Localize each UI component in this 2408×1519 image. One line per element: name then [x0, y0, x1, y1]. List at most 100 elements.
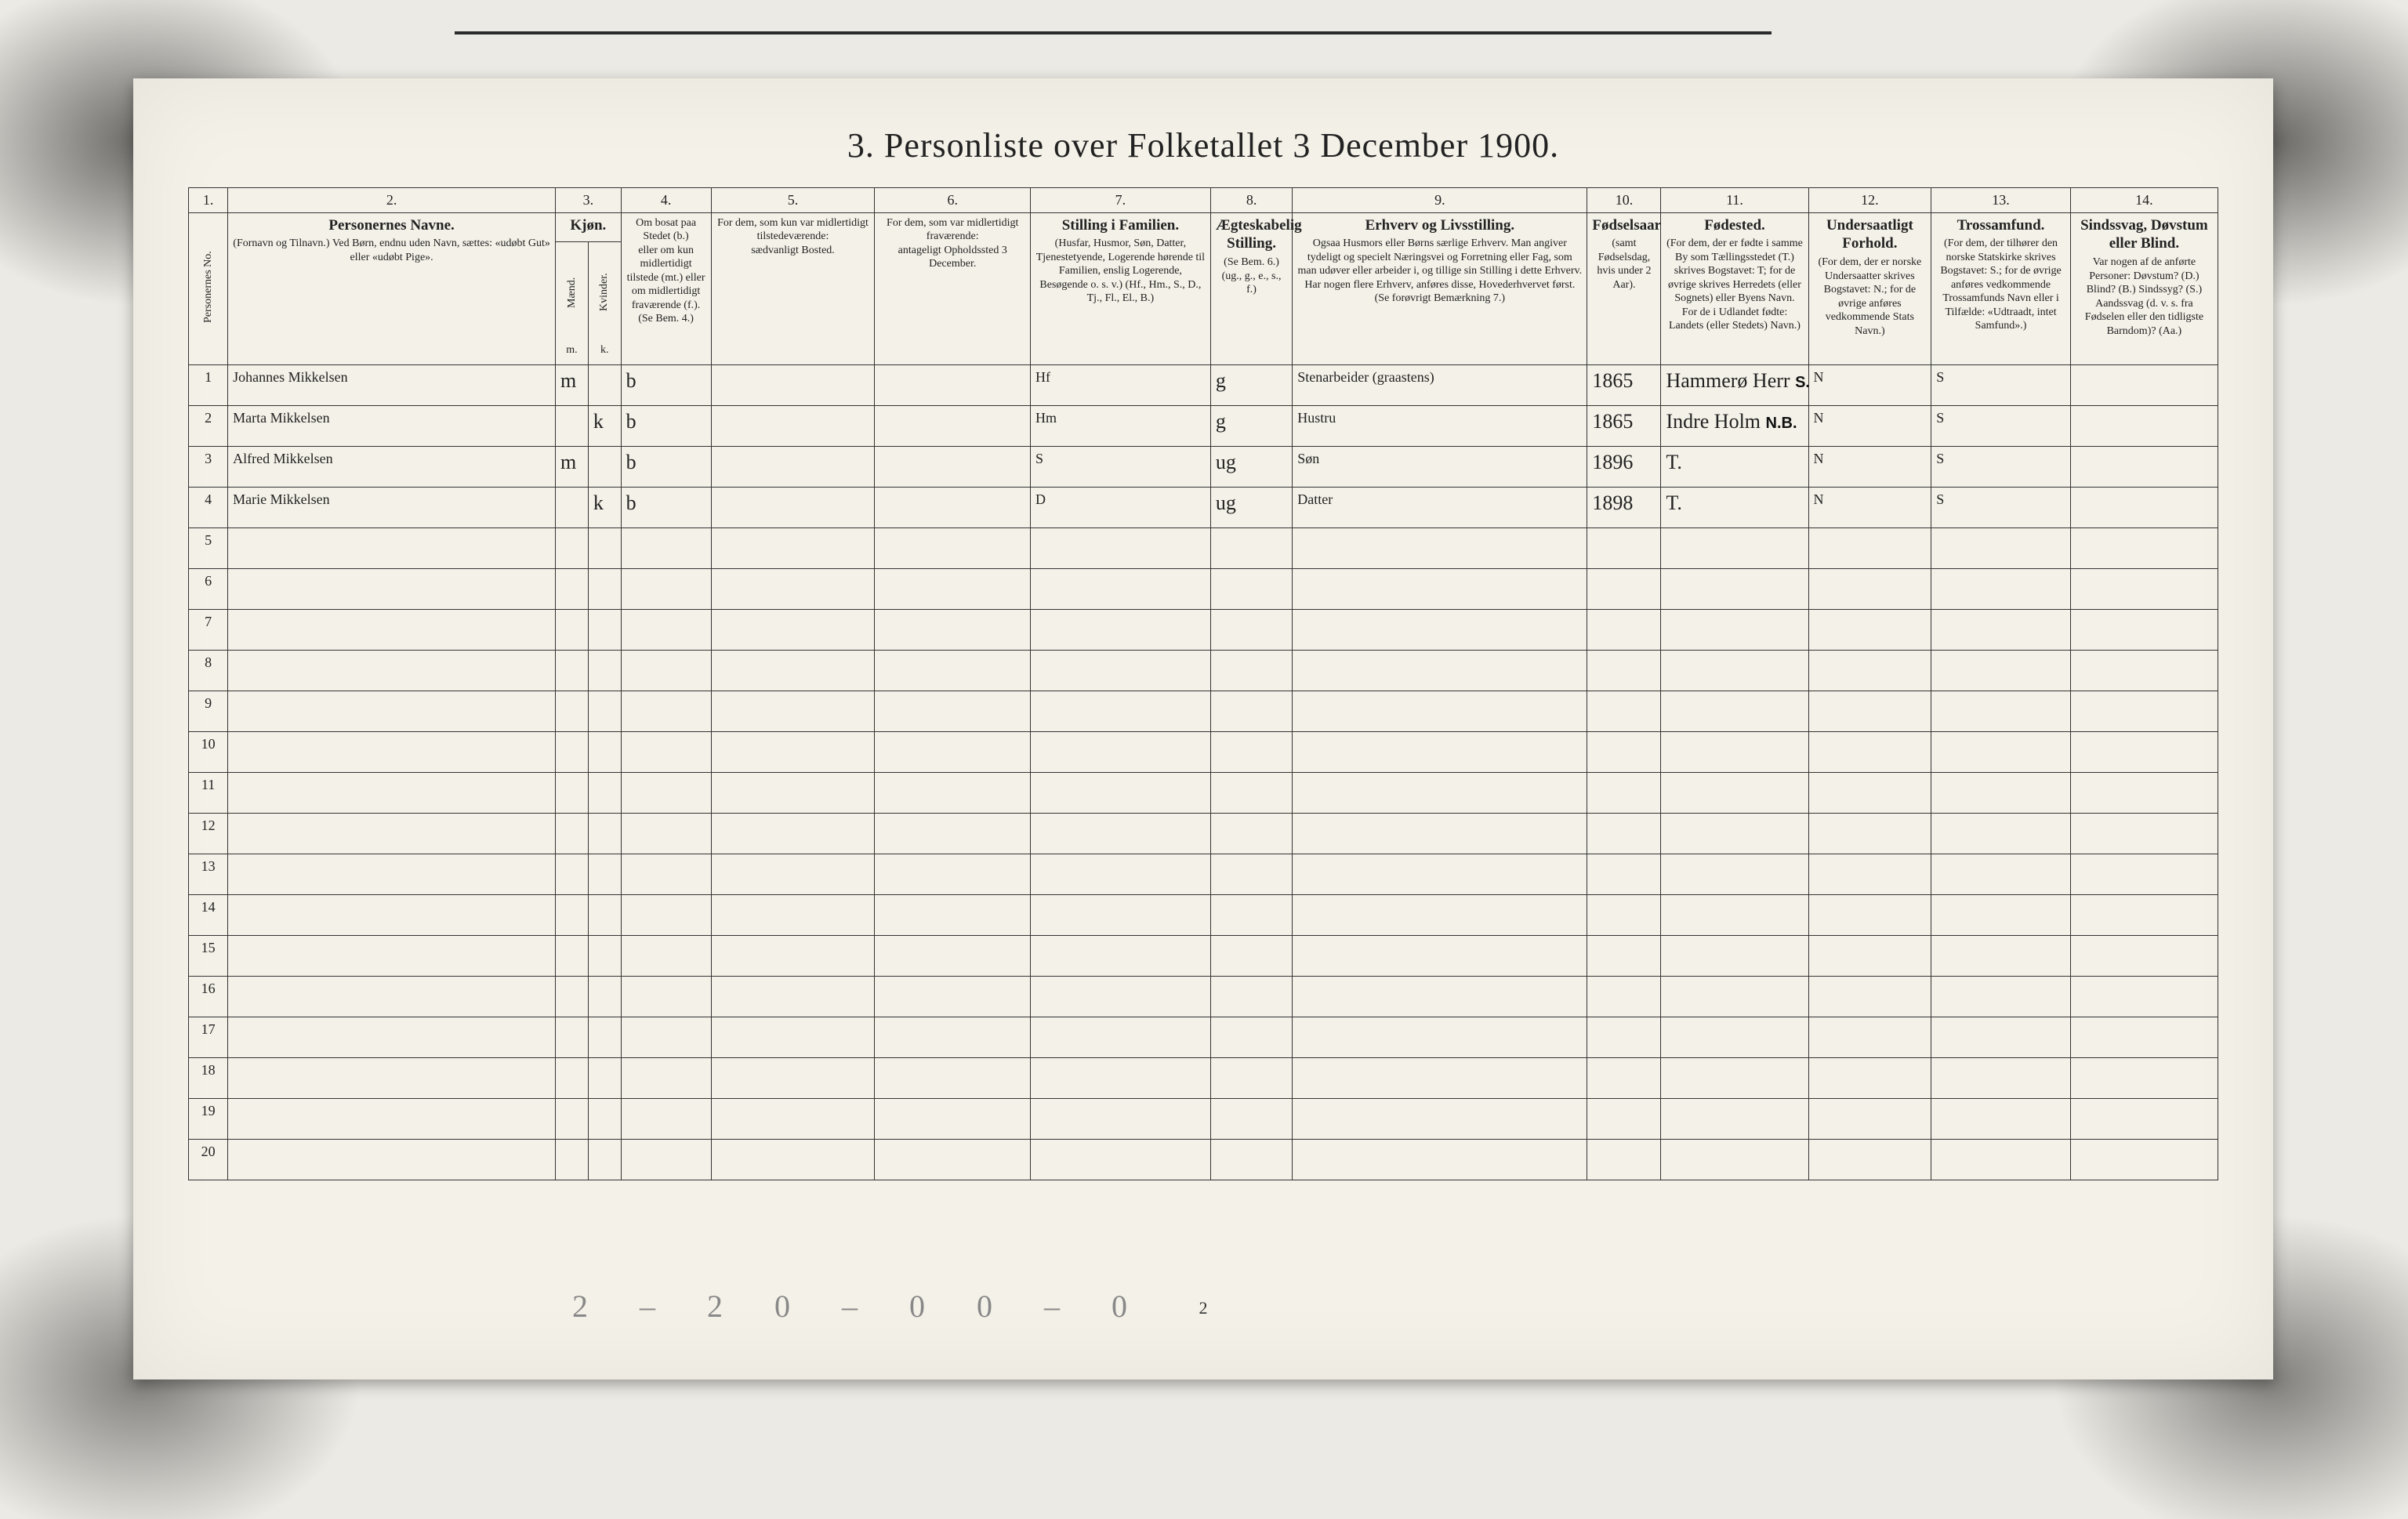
cell-empty	[2070, 1058, 2218, 1099]
cell-empty	[1931, 651, 2071, 691]
cell-empty	[621, 977, 711, 1017]
table-row-empty: 7	[189, 610, 2218, 651]
cell-empty	[228, 1017, 556, 1058]
cell-empty	[1210, 651, 1292, 691]
cell-empty	[1587, 1017, 1661, 1058]
cell-empty	[1030, 814, 1210, 854]
cell-empty	[1931, 610, 2071, 651]
cell-empty	[228, 854, 556, 895]
cell-empty	[1293, 610, 1587, 651]
cell-empty	[621, 732, 711, 773]
cell-empty	[228, 1140, 556, 1180]
colnum-12: 12.	[1808, 188, 1931, 213]
cell-empty	[228, 569, 556, 610]
cell-empty	[228, 936, 556, 977]
cell-empty	[711, 1017, 875, 1058]
cell-empty	[228, 732, 556, 773]
cell-empty	[1661, 691, 1808, 732]
cell-empty	[711, 1058, 875, 1099]
cell-no: 12	[189, 814, 228, 854]
hdr-9: Erhverv og Livsstilling. Ogsaa Husmors e…	[1293, 212, 1587, 365]
hdr-bosat: Om bosat paa Stedet (b.) eller om kun mi…	[621, 212, 711, 365]
column-number-row: 1. 2. 3. 4. 5. 6. 7. 8. 9. 10. 11. 12. 1…	[189, 188, 2218, 213]
cell-empty	[1293, 651, 1587, 691]
cell-m: m	[556, 365, 589, 406]
cell-12: N	[1808, 488, 1931, 528]
cell-empty	[1808, 651, 1931, 691]
cell-empty	[588, 610, 621, 651]
colnum-9: 9.	[1293, 188, 1587, 213]
cell-empty	[556, 854, 589, 895]
cell-m: m	[556, 447, 589, 488]
cell-empty	[1931, 977, 2071, 1017]
cell-empty	[1210, 977, 1292, 1017]
cell-empty	[1808, 528, 1931, 569]
cell-empty	[228, 691, 556, 732]
cell-empty	[711, 732, 875, 773]
cell-empty	[875, 651, 1031, 691]
cell-empty	[711, 854, 875, 895]
cell-empty	[556, 895, 589, 936]
cell-empty	[1587, 1099, 1661, 1140]
cell-empty	[875, 814, 1031, 854]
cell-empty	[1293, 569, 1587, 610]
cell-11: T.	[1661, 488, 1808, 528]
cell-no: 8	[189, 651, 228, 691]
table-row-empty: 11	[189, 773, 2218, 814]
table-row-empty: 12	[189, 814, 2218, 854]
cell-empty	[875, 895, 1031, 936]
cell-10: 1865	[1587, 406, 1661, 447]
colnum-3: 3.	[556, 188, 622, 213]
cell-no: 20	[189, 1140, 228, 1180]
cell-empty	[556, 691, 589, 732]
cell-empty	[1030, 1099, 1210, 1140]
cell-empty	[1293, 1017, 1587, 1058]
cell-no: 14	[189, 895, 228, 936]
cell-14	[2070, 406, 2218, 447]
cell-empty	[588, 651, 621, 691]
cell-empty	[621, 895, 711, 936]
cell-empty	[1030, 732, 1210, 773]
cell-empty	[711, 1140, 875, 1180]
cell-6	[875, 447, 1031, 488]
hdr-11: Fødested. (For dem, der er fødte i samme…	[1661, 212, 1808, 365]
cell-empty	[621, 1058, 711, 1099]
cell-empty	[1808, 691, 1931, 732]
cell-13: S	[1931, 365, 2071, 406]
cell-empty	[1587, 528, 1661, 569]
cell-empty	[1931, 1058, 2071, 1099]
cell-empty	[228, 773, 556, 814]
cell-no: 13	[189, 854, 228, 895]
census-table: 1. 2. 3. 4. 5. 6. 7. 8. 9. 10. 11. 12. 1…	[188, 187, 2218, 1180]
cell-14	[2070, 365, 2218, 406]
cell-empty	[711, 569, 875, 610]
table-row-empty: 8	[189, 651, 2218, 691]
table-row-empty: 6	[189, 569, 2218, 610]
cell-6	[875, 488, 1031, 528]
cell-empty	[228, 977, 556, 1017]
cell-10: 1865	[1587, 365, 1661, 406]
colnum-2: 2.	[228, 188, 556, 213]
cell-empty	[875, 528, 1031, 569]
cell-empty	[711, 610, 875, 651]
cell-empty	[621, 1099, 711, 1140]
table-row-empty: 16	[189, 977, 2218, 1017]
cell-empty	[1587, 854, 1661, 895]
cell-empty	[588, 1058, 621, 1099]
cell-9: Hustru	[1293, 406, 1587, 447]
cell-no: 5	[189, 528, 228, 569]
cell-empty	[621, 1140, 711, 1180]
cell-no: 18	[189, 1058, 228, 1099]
cell-empty	[1587, 732, 1661, 773]
cell-14	[2070, 488, 2218, 528]
cell-no: 16	[189, 977, 228, 1017]
cell-empty	[875, 732, 1031, 773]
hdr-5: For dem, som kun var midlertidigt tilste…	[711, 212, 875, 365]
cell-empty	[1030, 1017, 1210, 1058]
cell-empty	[556, 1058, 589, 1099]
cell-empty	[711, 895, 875, 936]
cell-empty	[588, 814, 621, 854]
cell-no: 7	[189, 610, 228, 651]
cell-empty	[228, 651, 556, 691]
colnum-6: 6.	[875, 188, 1031, 213]
